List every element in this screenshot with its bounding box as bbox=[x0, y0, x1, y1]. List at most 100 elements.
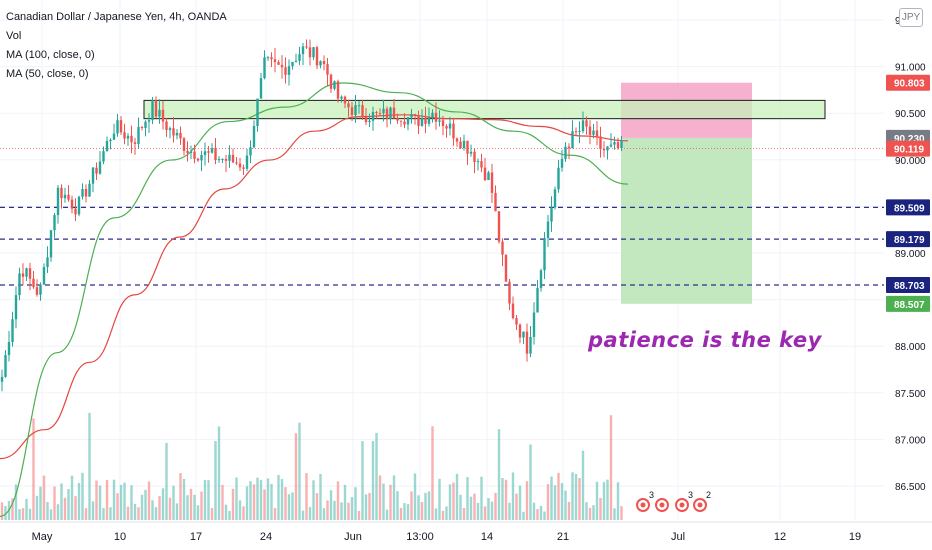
candle-body bbox=[410, 114, 413, 118]
candle-body bbox=[165, 121, 168, 131]
candle-body bbox=[571, 131, 574, 149]
candle-body bbox=[154, 100, 158, 117]
volume-bar bbox=[613, 508, 616, 520]
volume-bar bbox=[319, 473, 322, 520]
take-profit-zone bbox=[621, 137, 752, 304]
volume-bar bbox=[424, 492, 427, 520]
volume-bar bbox=[448, 484, 452, 520]
volume-bar bbox=[252, 484, 256, 520]
candle-body bbox=[123, 132, 126, 139]
time-tick-label: 17 bbox=[190, 531, 202, 543]
candle-body bbox=[606, 146, 609, 151]
candle-body bbox=[620, 140, 623, 149]
candle-body bbox=[287, 66, 291, 75]
volume-bar bbox=[49, 509, 53, 520]
candles bbox=[0, 39, 623, 392]
volume-bar bbox=[35, 495, 39, 520]
ma50-indicator-label[interactable]: MA (50, close, 0) bbox=[6, 68, 89, 80]
event-count: 3 bbox=[688, 490, 693, 500]
volume-bar bbox=[221, 484, 224, 520]
candle-body bbox=[91, 167, 95, 184]
volume-bar bbox=[445, 506, 448, 520]
volume-bar bbox=[28, 508, 32, 520]
volume-bar bbox=[140, 494, 144, 520]
volume-bar bbox=[249, 481, 252, 520]
candle-body bbox=[280, 64, 284, 68]
time-axis[interactable]: May 10 17 24 Jun 13:00 14 21 Jul 12 19 bbox=[0, 521, 932, 543]
volume-bar bbox=[501, 477, 504, 520]
price-label-text: 90.230 bbox=[894, 134, 925, 145]
volume-bar bbox=[116, 493, 119, 520]
volume-bar bbox=[441, 510, 445, 520]
volume-bar bbox=[273, 508, 277, 520]
candle-body bbox=[417, 115, 420, 126]
event-dot bbox=[679, 502, 685, 508]
volume-bar bbox=[553, 485, 557, 520]
volume-bar bbox=[371, 441, 375, 520]
candle-body bbox=[469, 151, 473, 154]
ma100-indicator-label[interactable]: MA (100, close, 0) bbox=[6, 49, 95, 61]
volume-bar bbox=[497, 429, 501, 520]
candle-body bbox=[259, 78, 263, 99]
candle-body bbox=[424, 118, 427, 124]
volume-indicator-label[interactable]: Vol bbox=[6, 30, 22, 42]
candle-body bbox=[483, 167, 487, 181]
candle-body bbox=[473, 151, 476, 163]
price-axis[interactable]: 991.00090.50090.00089.50089.00088.50088.… bbox=[884, 0, 932, 520]
candle-body bbox=[564, 146, 567, 160]
price-tick-label: 88.000 bbox=[895, 342, 926, 353]
volume-bar bbox=[375, 432, 378, 520]
resistance-zone[interactable] bbox=[143, 99, 826, 120]
candle-body bbox=[413, 114, 417, 116]
candle-body bbox=[595, 130, 599, 137]
volume-bar bbox=[585, 502, 588, 520]
economic-events[interactable]: 3 3 2 bbox=[636, 490, 711, 512]
candle-body bbox=[193, 151, 196, 159]
volume-bar bbox=[469, 496, 473, 520]
volume-bar bbox=[0, 502, 4, 520]
volume-bar bbox=[305, 473, 308, 520]
volume-bar bbox=[525, 481, 529, 520]
volume-bar bbox=[207, 480, 210, 520]
time-tick-label: May bbox=[32, 531, 53, 543]
candle-body bbox=[336, 81, 340, 99]
candle-body bbox=[466, 140, 469, 154]
volume-bar bbox=[32, 418, 35, 520]
volume-bar bbox=[476, 502, 480, 520]
candle-body bbox=[588, 126, 592, 135]
volume-bar bbox=[53, 486, 56, 520]
volume-bar bbox=[392, 475, 396, 520]
candle-body bbox=[256, 98, 259, 127]
candle-body bbox=[186, 150, 189, 153]
volume-bar bbox=[368, 492, 371, 520]
symbol-title[interactable]: Canadian Dollar / Japanese Yen, 4h, OAND… bbox=[6, 11, 227, 23]
volume-bar bbox=[186, 495, 189, 520]
candle-body bbox=[189, 151, 193, 153]
candle-body bbox=[277, 62, 280, 65]
price-tick-label: 89.000 bbox=[895, 249, 926, 260]
candle-body bbox=[501, 241, 504, 255]
volume-bar bbox=[172, 485, 175, 520]
candle-body bbox=[459, 141, 462, 148]
candle-body bbox=[196, 158, 200, 161]
volume-bar bbox=[578, 478, 581, 520]
currency-badge[interactable]: JPY bbox=[899, 8, 923, 27]
candle-body bbox=[543, 237, 546, 271]
volume-bar bbox=[602, 482, 606, 520]
volume-bar bbox=[620, 506, 623, 520]
candle-body bbox=[88, 183, 91, 197]
volume-bar bbox=[161, 488, 165, 520]
volume-bar bbox=[357, 510, 361, 520]
resistance-rect bbox=[143, 99, 826, 120]
candle-body bbox=[284, 67, 287, 75]
candle-body bbox=[235, 162, 238, 164]
candle-body bbox=[343, 96, 347, 104]
volume-bar bbox=[56, 504, 60, 520]
volume-bar bbox=[557, 472, 560, 520]
candle-body bbox=[504, 254, 508, 282]
dashed-levels[interactable] bbox=[0, 148, 884, 286]
candle-body bbox=[28, 268, 32, 279]
annotation-text[interactable]: patience is the key bbox=[588, 328, 822, 352]
candle-body bbox=[431, 112, 434, 119]
